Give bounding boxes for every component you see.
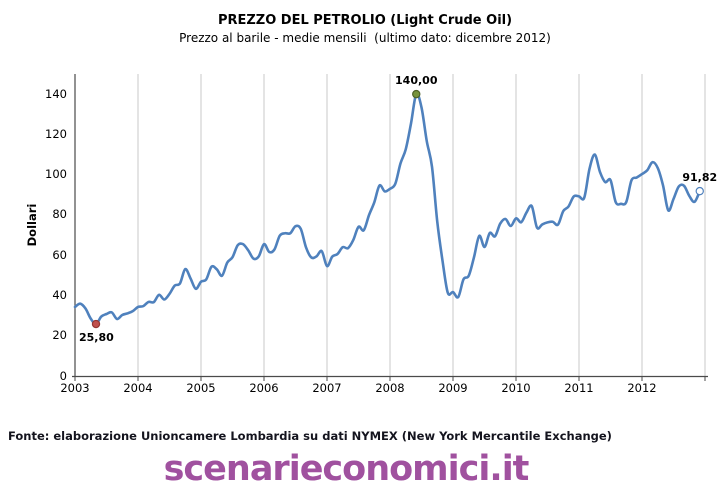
y-axis-tick-label: 140 [45,86,67,101]
watermark-logo: scenarieconomici.it [163,449,530,489]
annotation-label: 91,82 [682,171,718,185]
x-axis-tick-label: 2008 [375,381,405,395]
y-axis-tick-label: 20 [52,328,67,343]
annotation-label: 25,80 [79,331,114,345]
y-axis-tick-label: 0 [59,368,67,383]
x-axis-tick-label: 2005 [186,381,216,395]
chart-title: PREZZO DEL PETROLIO (Light Crude Oil) [217,13,513,28]
chart-subtitle: Prezzo al barile - medie mensili (ultimo… [179,31,551,45]
x-axis-tick-label: 2009 [438,381,468,395]
y-axis-tick-label: 100 [45,167,67,182]
annotation-label: 140,00 [395,74,438,88]
x-axis-tick-label: 2010 [501,381,531,395]
y-axis-tick-label: 120 [45,126,67,141]
x-axis-tick-label: 2012 [627,381,657,395]
source-note: Fonte: elaborazione Unioncamere Lombardi… [8,429,612,443]
x-axis-tick-label: 2007 [312,381,342,395]
y-axis-tick-label: 40 [52,287,67,302]
x-axis-tick-label: 2003 [60,381,90,395]
x-axis-tick-label: 2004 [123,381,153,395]
y-axis-tick-label: 80 [52,207,67,222]
x-axis-tick-label: 2011 [564,381,594,395]
annotation-marker [91,319,101,329]
annotation-marker [412,89,421,99]
y-axis-tick-label: 60 [52,247,67,262]
price-line [73,92,702,326]
x-axis-tick-label: 2006 [249,381,279,395]
annotation-marker [695,186,704,196]
